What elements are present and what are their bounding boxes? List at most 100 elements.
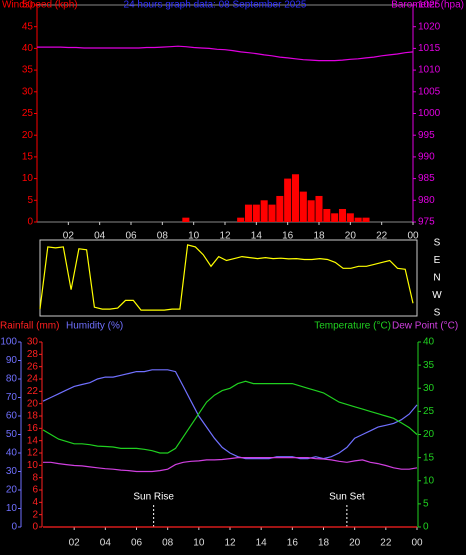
panel-frame (39, 239, 418, 317)
bar (260, 200, 268, 222)
y-tick-label: 60 (6, 411, 18, 422)
x-tick-label: 20 (345, 231, 357, 242)
x-tick-label: 14 (256, 538, 268, 549)
x-tick-label: 04 (94, 231, 106, 242)
bar (237, 217, 245, 222)
y-tick-label: 30 (22, 86, 34, 97)
y-tick-label: W (432, 290, 442, 301)
y-tick-label: 15 (423, 452, 435, 463)
x-tick-label: 08 (157, 231, 169, 242)
y-tick-label: 35 (423, 360, 435, 371)
x-tick-label: 10 (193, 538, 205, 549)
x-tick-label: 12 (224, 538, 236, 549)
bar (299, 191, 307, 222)
bar (307, 200, 315, 222)
x-tick-label: 02 (69, 538, 81, 549)
y-tick-label: 1005 (418, 86, 441, 97)
series-line (39, 244, 414, 311)
bar (346, 213, 354, 222)
bar (331, 213, 339, 222)
x-tick-label: 18 (313, 231, 325, 242)
y-tick-label: S (434, 308, 441, 319)
x-tick-label: 06 (125, 231, 137, 242)
chart-title: 24 hours graph data: 08 September 2025 (124, 0, 307, 11)
y-tick-label: S (434, 238, 441, 249)
x-tick-label: 16 (287, 538, 299, 549)
y-tick-label: N (433, 273, 440, 284)
y-tick-label: 14 (27, 435, 39, 446)
y-tick-label: 1000 (418, 108, 441, 119)
y-tick-label: 35 (22, 65, 34, 76)
y-tick-label: 1010 (418, 65, 441, 76)
bar (244, 204, 253, 222)
y-tick-label: 30 (27, 337, 39, 348)
y-tick-label: E (434, 255, 441, 266)
annotation: Sun Rise (133, 492, 174, 503)
x-tick-label: 12 (219, 231, 231, 242)
y-tick-label: 8 (32, 472, 38, 483)
y-tick-label: 25 (423, 406, 435, 417)
legend-label: Temperature (°C) (314, 321, 391, 332)
series-line (42, 369, 418, 460)
bar (362, 217, 370, 222)
x-tick-label: 14 (251, 231, 263, 242)
x-tick-label: 06 (131, 538, 143, 549)
series-line (42, 380, 418, 454)
y-tick-label: 10 (27, 460, 39, 471)
y-tick-label: 40 (423, 337, 435, 348)
bar (354, 217, 362, 222)
y-tick-label: 1020 (418, 21, 441, 32)
y-tick-label: 990 (418, 152, 435, 163)
legend-label: Barometer (hpa) (391, 0, 464, 11)
bar (182, 217, 190, 222)
y-tick-label: 80 (6, 374, 18, 385)
y-tick-label: 16 (27, 423, 39, 434)
y-tick-label: 5 (27, 195, 33, 206)
x-tick-label: 20 (349, 538, 361, 549)
y-tick-label: 70 (6, 392, 18, 403)
y-tick-label: 20 (6, 485, 18, 496)
x-tick-label: 16 (282, 231, 294, 242)
y-tick-label: 0 (11, 522, 17, 533)
y-tick-label: 1025 (418, 0, 441, 11)
x-tick-label: 18 (318, 538, 330, 549)
bar (252, 204, 260, 222)
x-tick-label: 02 (63, 231, 75, 242)
y-tick-label: 90 (6, 355, 18, 366)
y-tick-label: 30 (423, 383, 435, 394)
bar (284, 178, 292, 222)
y-tick-label: 10 (6, 503, 18, 514)
y-tick-label: 20 (22, 130, 34, 141)
y-tick-label: 100 (0, 337, 17, 348)
y-tick-label: 980 (418, 195, 435, 206)
y-tick-label: 15 (22, 152, 34, 163)
y-tick-label: 30 (6, 466, 18, 477)
bar (338, 208, 347, 222)
bar (315, 195, 323, 222)
y-tick-label: 0 (27, 217, 33, 228)
x-tick-label: 22 (380, 538, 392, 549)
x-tick-label: 04 (100, 538, 112, 549)
y-tick-label: 10 (423, 475, 435, 486)
y-tick-label: 0 (32, 522, 38, 533)
y-tick-label: 985 (418, 173, 435, 184)
y-tick-label: 975 (418, 217, 435, 228)
y-tick-label: 1015 (418, 43, 441, 54)
y-tick-label: 40 (22, 43, 34, 54)
x-tick-label: 22 (376, 231, 388, 242)
series-line (37, 45, 414, 62)
y-tick-label: 2 (32, 509, 38, 520)
y-tick-label: 10 (22, 173, 34, 184)
legend-label: Humidity (%) (66, 321, 123, 332)
y-tick-label: 5 (423, 499, 429, 510)
y-tick-label: 24 (27, 374, 39, 385)
x-tick-label: 00 (407, 231, 419, 242)
x-tick-label: 10 (188, 231, 200, 242)
bar (323, 208, 331, 222)
legend-label: Windspeed (kph) (2, 0, 78, 11)
y-tick-label: 18 (27, 411, 39, 422)
y-tick-label: 45 (22, 21, 34, 32)
y-tick-label: 28 (27, 349, 39, 360)
